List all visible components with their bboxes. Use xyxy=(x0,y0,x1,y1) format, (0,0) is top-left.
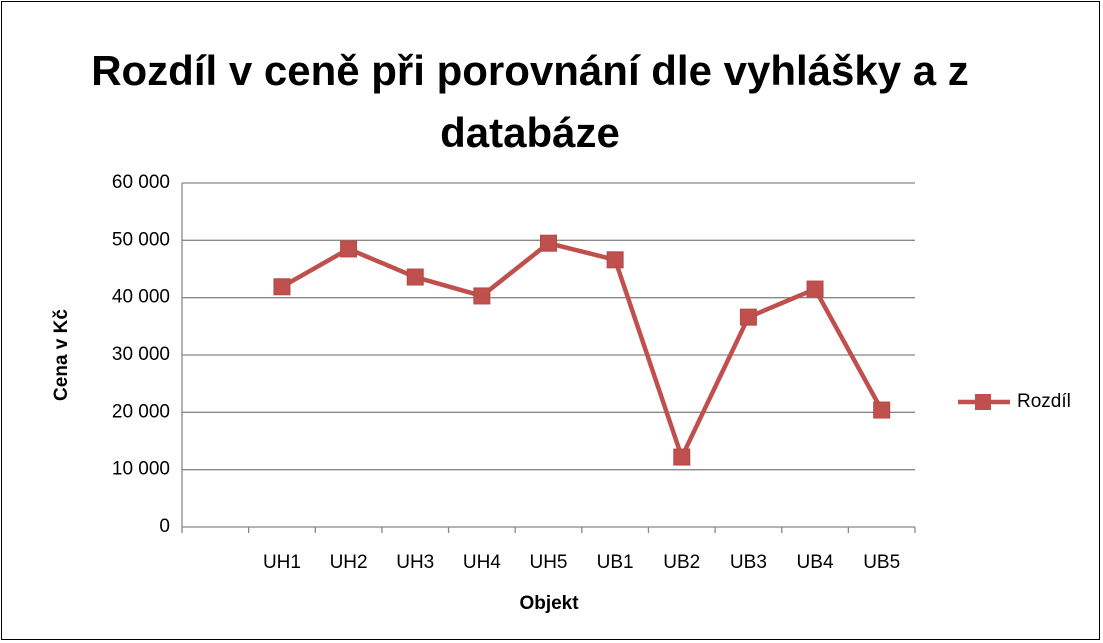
legend-marker xyxy=(975,394,991,410)
y-tick-label: 0 xyxy=(159,516,170,537)
y-tick-label: 50 000 xyxy=(112,229,170,250)
legend-label: Rozdíl xyxy=(1017,391,1071,412)
data-point xyxy=(673,448,691,466)
x-tick-label: UH4 xyxy=(463,552,501,573)
y-tick-label: 60 000 xyxy=(112,172,170,193)
series-line xyxy=(280,240,884,460)
y-tick-label: 20 000 xyxy=(112,401,170,422)
y-tick-label: 10 000 xyxy=(112,459,170,480)
data-point xyxy=(873,401,891,419)
x-tick-label: UH5 xyxy=(529,552,567,573)
y-tick-label: 40 000 xyxy=(112,287,170,308)
data-point xyxy=(473,287,491,305)
data-point xyxy=(340,240,358,258)
data-point xyxy=(540,234,557,252)
chart-title: Rozdíl v ceně při porovnání dle vyhlášky… xyxy=(91,47,969,156)
y-axis-label: Cena v Kč xyxy=(51,309,72,401)
data-point xyxy=(806,280,824,298)
x-tick-label: UH3 xyxy=(396,552,434,573)
x-tick-label: UB1 xyxy=(597,552,634,573)
x-tick-label: UB2 xyxy=(663,552,700,573)
x-tick-label: UB4 xyxy=(797,552,834,573)
data-point xyxy=(273,278,291,296)
data-point xyxy=(406,268,424,286)
x-tick-label: UH2 xyxy=(330,552,368,573)
data-point xyxy=(606,251,624,269)
y-tick-label: 30 000 xyxy=(112,344,170,365)
x-tick-label: UB5 xyxy=(863,552,900,573)
x-tick-label: UH1 xyxy=(263,552,301,573)
x-tick-label: UB3 xyxy=(730,552,767,573)
data-point xyxy=(739,308,757,326)
x-axis-label: Objekt xyxy=(519,593,579,614)
